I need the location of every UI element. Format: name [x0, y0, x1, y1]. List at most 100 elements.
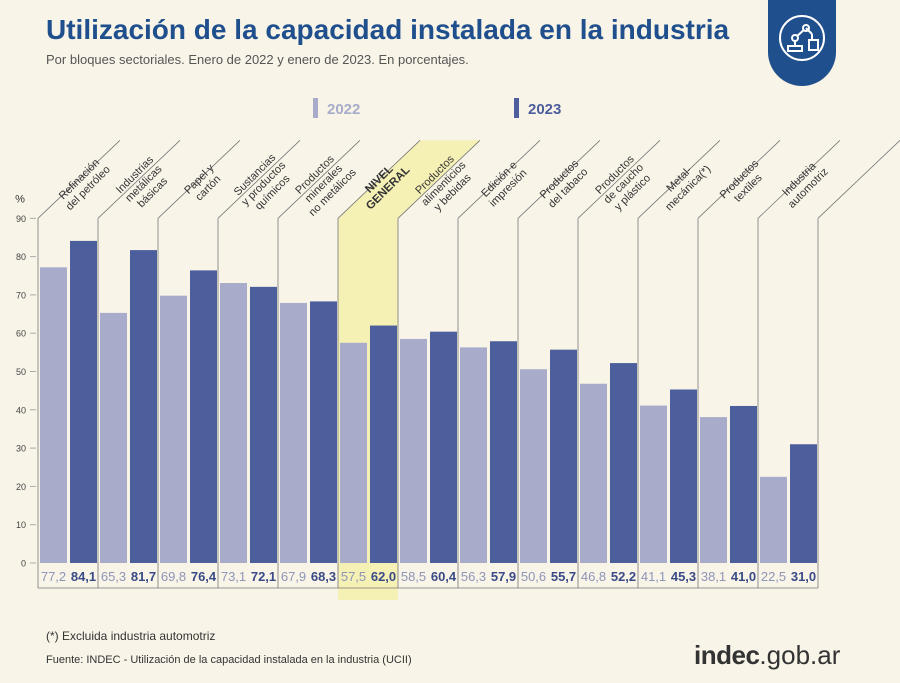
bar-2022-10 — [580, 383, 607, 563]
bar-2023-10 — [610, 363, 637, 563]
bar-2023-11 — [670, 389, 697, 563]
bar-2022-3 — [160, 295, 187, 563]
value-label-2022-8: 56,3 — [461, 569, 486, 584]
value-label-2023-8: 57,9 — [491, 569, 516, 584]
legend-swatch-2023 — [514, 98, 519, 118]
y-tick-label: 10 — [16, 520, 26, 530]
value-label-2023-1: 84,1 — [71, 569, 96, 584]
chart-subtitle: Por bloques sectoriales. Enero de 2022 y… — [46, 52, 469, 67]
legend-swatch-2022 — [313, 98, 318, 118]
bar-2022-9 — [520, 369, 547, 563]
value-label-2023-7: 60,4 — [431, 569, 457, 584]
y-tick-label: 20 — [16, 482, 26, 492]
bar-2023-1 — [70, 240, 97, 563]
category-label-12: Productostextiles — [718, 157, 771, 210]
bar-2022-13 — [760, 476, 787, 563]
separator-slant — [337, 140, 421, 219]
bar-2023-13 — [790, 444, 817, 563]
bar-2022-6 — [340, 342, 367, 563]
bar-2022-4 — [220, 283, 247, 563]
bar-2023-6 — [370, 325, 397, 563]
bar-2022-12 — [700, 417, 727, 563]
bar-2022-1 — [40, 267, 67, 563]
bar-2023-9 — [550, 349, 577, 563]
value-label-2023-9: 55,7 — [551, 569, 576, 584]
separator-slant — [637, 140, 721, 219]
value-label-2022-3: 69,8 — [161, 569, 186, 584]
indec-badge — [768, 0, 836, 86]
legend-label-2022: 2022 — [327, 101, 360, 118]
indec-logo: indec.gob.ar — [694, 640, 840, 671]
value-label-2022-7: 58,5 — [401, 569, 426, 584]
value-label-2022-5: 67,9 — [281, 569, 306, 584]
category-label-13: Industriaautomotriz — [777, 157, 831, 211]
y-tick-label: 60 — [16, 329, 26, 339]
separator-slant — [517, 140, 601, 219]
brand-domain: .gob.ar — [759, 640, 841, 670]
category-label-4: Sustanciasy productosquímicos — [231, 150, 298, 217]
value-label-2023-3: 76,4 — [191, 569, 217, 584]
separator-slant — [277, 140, 361, 219]
chart-title: Utilización de la capacidad instalada en… — [46, 14, 730, 45]
bar-2022-2 — [100, 312, 127, 563]
separator-slant — [37, 140, 121, 219]
brand-main: indec — [694, 640, 760, 670]
source-note: Fuente: INDEC - Utilización de la capaci… — [46, 654, 412, 666]
value-label-2023-6: 62,0 — [371, 569, 396, 584]
bar-2022-5 — [280, 302, 307, 563]
industry-robot-icon — [779, 15, 825, 61]
value-label-2023-4: 72,1 — [251, 569, 276, 584]
legend-label-2023: 2023 — [528, 101, 561, 118]
y-tick-label: 90 — [16, 214, 26, 224]
value-label-2022-13: 22,5 — [761, 569, 786, 584]
bar-2023-3 — [190, 270, 217, 563]
y-axis-label: % — [15, 193, 25, 205]
y-tick-label: 40 — [16, 405, 26, 415]
value-label-2022-9: 50,6 — [521, 569, 546, 584]
bar-2022-7 — [400, 338, 427, 563]
category-label-2: Industriasmetálicasbásicas — [114, 154, 174, 214]
value-label-2022-1: 77,2 — [41, 569, 66, 584]
y-tick-label: 70 — [16, 290, 26, 300]
separator-slant — [97, 140, 181, 219]
value-label-2022-6: 57,5 — [341, 569, 366, 584]
bar-2023-8 — [490, 341, 517, 563]
separator-slant — [577, 140, 661, 219]
bar-2022-8 — [460, 347, 487, 563]
y-tick-label: 30 — [16, 444, 26, 454]
bar-2023-4 — [250, 286, 277, 563]
value-label-2023-5: 68,3 — [311, 569, 336, 584]
value-label-2022-4: 73,1 — [221, 569, 246, 584]
value-label-2022-2: 65,3 — [101, 569, 126, 584]
bar-2023-7 — [430, 331, 457, 563]
separator-slant — [697, 140, 781, 219]
y-tick-label: 80 — [16, 252, 26, 262]
value-label-2022-12: 38,1 — [701, 569, 726, 584]
category-label-9: Productosdel tabaco — [537, 157, 590, 210]
y-tick-label: 50 — [16, 367, 26, 377]
y-tick-label: 0 — [21, 559, 26, 569]
bar-2023-2 — [130, 250, 157, 564]
separator-slant — [217, 140, 301, 219]
value-label-2023-12: 41,0 — [731, 569, 756, 584]
footnote: (*) Excluida industria automotriz — [46, 629, 216, 643]
value-label-2023-10: 52,2 — [611, 569, 636, 584]
category-label-3: Papel ycartón — [182, 162, 226, 206]
bar-2023-12 — [730, 405, 757, 563]
value-label-2022-10: 46,8 — [581, 569, 606, 584]
category-label-11: Metal-mecánica(*) — [654, 154, 713, 213]
bar-2023-5 — [310, 301, 337, 563]
separator-slant — [457, 140, 541, 219]
value-label-2023-13: 31,0 — [791, 569, 816, 584]
category-label-8: Edición eimpresión — [478, 158, 529, 209]
category-label-1: Refinacióndel petróleo — [55, 155, 113, 213]
value-label-2023-11: 45,3 — [671, 569, 696, 584]
separator-slant — [397, 140, 481, 219]
category-label-10: Productosde cauchoy plástico — [593, 153, 655, 215]
separator-slant — [817, 140, 900, 219]
separator-slant — [157, 140, 241, 219]
value-label-2023-2: 81,7 — [131, 569, 156, 584]
value-label-2022-11: 41,1 — [641, 569, 666, 584]
separator-slant — [757, 140, 841, 219]
